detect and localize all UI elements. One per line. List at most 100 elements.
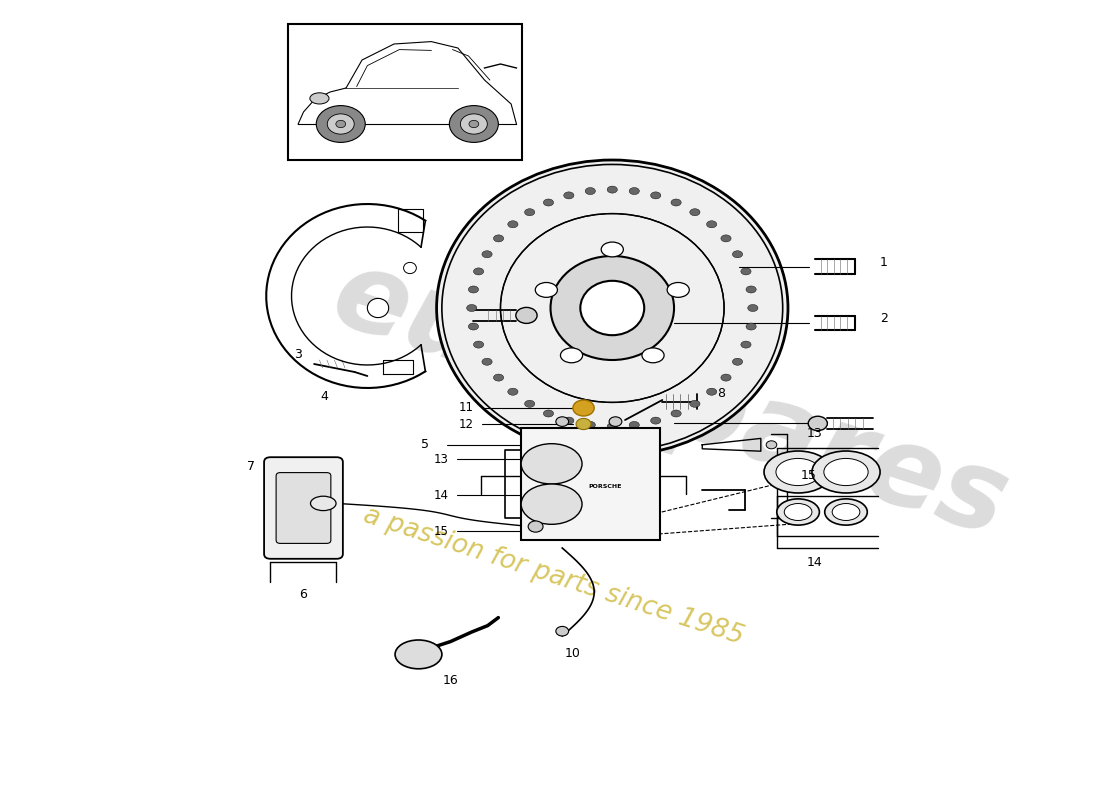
Ellipse shape	[812, 451, 880, 493]
Text: 7: 7	[246, 460, 255, 473]
Ellipse shape	[525, 400, 535, 407]
Ellipse shape	[671, 199, 681, 206]
Text: 11: 11	[459, 402, 474, 414]
Ellipse shape	[528, 521, 543, 532]
Ellipse shape	[556, 626, 569, 636]
Ellipse shape	[543, 410, 553, 417]
Ellipse shape	[706, 221, 717, 228]
Text: 8: 8	[717, 387, 725, 400]
Text: 12: 12	[459, 418, 474, 430]
Ellipse shape	[585, 422, 595, 429]
Text: 16: 16	[442, 674, 459, 686]
Ellipse shape	[585, 187, 595, 194]
Ellipse shape	[328, 114, 354, 134]
Ellipse shape	[516, 307, 537, 323]
Text: 13: 13	[433, 453, 449, 466]
Ellipse shape	[469, 120, 478, 128]
Ellipse shape	[521, 444, 582, 484]
Ellipse shape	[395, 640, 442, 669]
Text: 1: 1	[880, 256, 888, 269]
Ellipse shape	[733, 358, 742, 366]
Ellipse shape	[563, 192, 574, 199]
Ellipse shape	[833, 503, 860, 521]
Ellipse shape	[469, 323, 478, 330]
Ellipse shape	[508, 221, 518, 228]
Ellipse shape	[776, 458, 821, 486]
Text: 14: 14	[433, 489, 449, 502]
Text: PORSCHE: PORSCHE	[588, 484, 621, 489]
FancyBboxPatch shape	[264, 457, 343, 558]
Ellipse shape	[667, 282, 690, 298]
Ellipse shape	[469, 286, 478, 293]
Ellipse shape	[576, 418, 591, 430]
Ellipse shape	[461, 114, 487, 134]
Ellipse shape	[629, 187, 639, 194]
Ellipse shape	[473, 341, 484, 348]
Ellipse shape	[581, 281, 645, 335]
Ellipse shape	[525, 209, 535, 216]
Text: 14: 14	[806, 556, 822, 569]
Text: 2: 2	[880, 312, 888, 326]
Text: 3: 3	[294, 348, 302, 361]
Ellipse shape	[777, 499, 820, 525]
Bar	[287, 24, 521, 160]
Ellipse shape	[550, 256, 674, 360]
Ellipse shape	[825, 499, 867, 525]
Polygon shape	[521, 428, 660, 540]
Text: 5: 5	[421, 438, 429, 451]
Ellipse shape	[740, 341, 751, 348]
Text: 4: 4	[321, 390, 329, 402]
Ellipse shape	[367, 298, 388, 318]
Ellipse shape	[466, 305, 476, 311]
Ellipse shape	[336, 120, 345, 128]
Text: 6: 6	[299, 587, 307, 601]
Ellipse shape	[720, 235, 732, 242]
Ellipse shape	[642, 348, 664, 362]
Ellipse shape	[746, 323, 756, 330]
Text: 17: 17	[562, 500, 578, 513]
Ellipse shape	[706, 388, 717, 395]
Ellipse shape	[543, 199, 553, 206]
Text: 15: 15	[433, 525, 449, 538]
Ellipse shape	[808, 416, 827, 430]
Ellipse shape	[607, 186, 617, 193]
Ellipse shape	[629, 422, 639, 429]
Ellipse shape	[521, 484, 582, 524]
Ellipse shape	[404, 262, 417, 274]
Ellipse shape	[482, 250, 492, 258]
Ellipse shape	[473, 268, 484, 275]
Ellipse shape	[494, 374, 504, 381]
Ellipse shape	[437, 160, 788, 456]
Ellipse shape	[740, 268, 751, 275]
Ellipse shape	[317, 106, 365, 142]
Ellipse shape	[720, 374, 732, 381]
Ellipse shape	[573, 400, 594, 416]
Ellipse shape	[602, 242, 624, 257]
Ellipse shape	[824, 458, 868, 486]
FancyBboxPatch shape	[276, 473, 331, 543]
Text: 10: 10	[565, 647, 581, 660]
Text: eurospares: eurospares	[320, 241, 1022, 559]
Ellipse shape	[508, 388, 518, 395]
Ellipse shape	[310, 496, 337, 510]
Ellipse shape	[748, 305, 758, 311]
Ellipse shape	[784, 503, 812, 521]
Ellipse shape	[690, 209, 700, 216]
Ellipse shape	[766, 441, 777, 449]
Ellipse shape	[650, 417, 661, 424]
Ellipse shape	[650, 192, 661, 199]
Text: 13: 13	[806, 427, 822, 440]
Ellipse shape	[556, 417, 569, 426]
Ellipse shape	[690, 400, 700, 407]
Ellipse shape	[536, 282, 558, 298]
Ellipse shape	[482, 358, 492, 366]
Ellipse shape	[450, 106, 498, 142]
Ellipse shape	[609, 417, 622, 426]
Ellipse shape	[733, 250, 742, 258]
Ellipse shape	[671, 410, 681, 417]
Ellipse shape	[310, 93, 329, 104]
Ellipse shape	[764, 451, 833, 493]
Ellipse shape	[746, 286, 756, 293]
Ellipse shape	[494, 235, 504, 242]
Ellipse shape	[607, 423, 617, 430]
